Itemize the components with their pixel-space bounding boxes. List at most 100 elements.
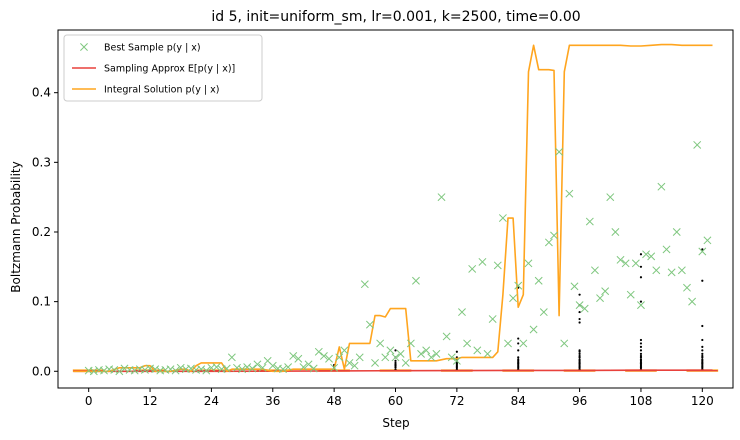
best-sample-point bbox=[534, 276, 543, 285]
x-axis-ticks: 0 12 24 36 48 60 72 84 96 108 120 bbox=[85, 388, 714, 408]
boxplot-outlier bbox=[578, 293, 581, 296]
best-sample-point bbox=[432, 349, 441, 358]
best-sample-point bbox=[580, 304, 589, 313]
boxplot-outlier bbox=[639, 265, 643, 268]
best-sample-point bbox=[197, 365, 206, 374]
best-sample-point bbox=[514, 281, 523, 290]
boxplot-outlier bbox=[578, 349, 581, 352]
boxplot-outlier bbox=[701, 248, 704, 251]
best-sample-point bbox=[171, 366, 180, 375]
best-sample-point bbox=[417, 349, 426, 358]
boxplot-outlier bbox=[578, 354, 581, 358]
boxplot-outlier bbox=[578, 317, 581, 321]
x-tick-label: 72 bbox=[449, 394, 464, 408]
boxplot-outlier bbox=[639, 358, 643, 361]
boxplot-outlier bbox=[639, 342, 643, 345]
best-sample-point bbox=[151, 365, 160, 374]
series-lines bbox=[73, 43, 713, 373]
boxplot-outlier bbox=[394, 361, 397, 365]
best-sample-point bbox=[647, 252, 656, 261]
best-sample-point bbox=[606, 193, 615, 202]
best-sample-point bbox=[115, 367, 124, 376]
best-sample-point bbox=[350, 361, 359, 370]
x-tick-label: 108 bbox=[630, 394, 653, 408]
best-sample-point bbox=[335, 353, 344, 362]
best-sample-point bbox=[672, 228, 681, 236]
plot-area bbox=[72, 43, 719, 376]
best-sample-point bbox=[233, 363, 241, 372]
boxplot-outlier bbox=[394, 359, 397, 362]
best-sample-point bbox=[309, 364, 318, 373]
best-sample-point bbox=[652, 266, 661, 275]
best-sample-point bbox=[243, 363, 252, 372]
boxplot-outlier bbox=[517, 337, 520, 340]
best-sample-point bbox=[560, 339, 569, 348]
best-sample-point bbox=[596, 294, 604, 303]
series-line-integral bbox=[73, 43, 713, 373]
best-sample-scatter bbox=[84, 140, 712, 376]
best-sample-point bbox=[376, 339, 385, 348]
best-sample-point bbox=[550, 231, 558, 240]
best-sample-point bbox=[565, 189, 574, 198]
best-sample-point bbox=[427, 353, 436, 362]
best-sample-point bbox=[611, 228, 620, 236]
best-sample-point bbox=[483, 349, 492, 358]
best-sample-point bbox=[621, 259, 630, 268]
legend-marker bbox=[80, 43, 88, 51]
best-sample-point bbox=[381, 353, 390, 362]
boxplot-outlier bbox=[701, 352, 704, 355]
best-sample-point bbox=[422, 346, 431, 355]
best-sample-point bbox=[371, 358, 379, 367]
x-tick-label: 96 bbox=[572, 394, 587, 408]
best-sample-point bbox=[187, 364, 195, 373]
best-sample-point bbox=[529, 325, 538, 334]
best-sample-point bbox=[452, 356, 461, 365]
best-sample-point bbox=[544, 238, 553, 247]
best-sample-point bbox=[437, 193, 446, 202]
boxplot-outlier bbox=[578, 321, 581, 324]
boxplot-outlier bbox=[701, 349, 704, 352]
best-sample-point bbox=[468, 264, 477, 273]
best-sample-point bbox=[447, 353, 456, 362]
legend-label: Integral Solution p(y | x) bbox=[104, 85, 219, 96]
boxplot-outlier bbox=[394, 349, 397, 352]
y-axis-ticks: 0.0 0.1 0.2 0.3 0.4 bbox=[32, 86, 58, 378]
best-sample-point bbox=[637, 301, 645, 310]
y-tick-label: 0.3 bbox=[32, 155, 51, 169]
best-sample-point bbox=[488, 315, 497, 324]
best-sample-point bbox=[330, 363, 339, 372]
best-sample-point bbox=[631, 259, 640, 268]
best-sample-point bbox=[304, 360, 313, 369]
boxplot-outlier bbox=[701, 338, 704, 342]
chart-title: id 5, init=uniform_sm, lr=0.001, k=2500,… bbox=[211, 9, 580, 25]
best-sample-point bbox=[268, 361, 277, 370]
x-tick-label: 84 bbox=[511, 394, 526, 408]
boxplot-outlier bbox=[517, 349, 520, 352]
x-axis-label: Step bbox=[382, 416, 409, 430]
best-sample-point bbox=[227, 353, 236, 362]
best-sample-point bbox=[140, 365, 149, 374]
best-sample-point bbox=[698, 247, 707, 256]
best-sample-point bbox=[176, 363, 185, 372]
best-sample-point bbox=[473, 346, 482, 355]
best-sample-point bbox=[365, 320, 374, 329]
best-sample-point bbox=[222, 364, 231, 373]
x-tick-label: 0 bbox=[85, 394, 93, 408]
best-sample-point bbox=[626, 290, 635, 299]
best-sample-point bbox=[601, 287, 610, 296]
best-sample-point bbox=[396, 349, 405, 358]
best-sample-point bbox=[524, 259, 533, 268]
x-tick-label: 48 bbox=[326, 394, 341, 408]
boxplot-outlier bbox=[639, 352, 643, 355]
best-sample-point bbox=[284, 363, 293, 372]
best-sample-point bbox=[504, 339, 512, 348]
best-sample-point bbox=[258, 363, 267, 372]
boxplot-outlier bbox=[517, 356, 520, 359]
boxplot-outlier bbox=[701, 354, 704, 358]
best-sample-point bbox=[89, 367, 98, 376]
x-tick-label: 12 bbox=[142, 394, 157, 408]
boxplot-outlier bbox=[701, 279, 704, 282]
best-sample-point bbox=[667, 268, 676, 277]
boxplot-outlier bbox=[455, 350, 458, 353]
best-sample-point bbox=[319, 352, 328, 360]
